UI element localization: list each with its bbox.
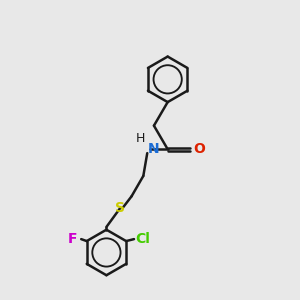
Text: O: O [194,142,206,156]
Text: Cl: Cl [135,232,150,246]
Text: F: F [68,232,77,246]
Text: H: H [136,132,145,145]
Text: N: N [147,142,159,156]
Text: S: S [115,201,125,215]
